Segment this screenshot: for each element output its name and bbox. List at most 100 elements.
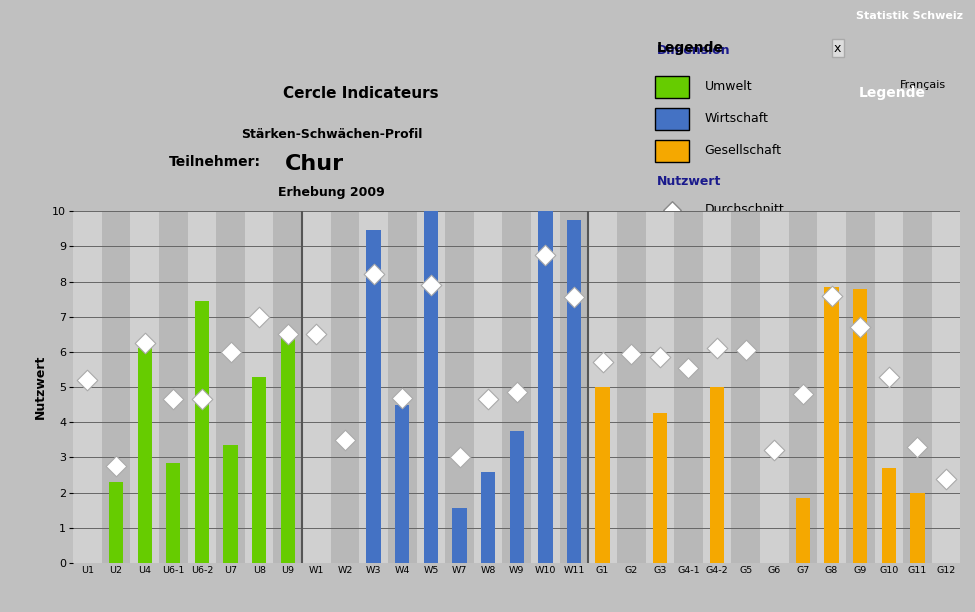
Bar <box>166 463 180 563</box>
Text: Français: Français <box>900 80 946 91</box>
Point <box>664 205 680 215</box>
Bar <box>789 211 817 563</box>
Point <box>537 250 553 260</box>
Bar <box>875 211 903 563</box>
Point <box>623 349 639 359</box>
Bar <box>710 387 724 563</box>
Bar <box>674 211 703 563</box>
Y-axis label: Nutzwert: Nutzwert <box>33 355 47 419</box>
Bar <box>195 301 209 563</box>
Bar <box>760 211 789 563</box>
Bar <box>223 445 238 563</box>
Bar <box>388 211 416 563</box>
Bar <box>395 405 409 563</box>
Point <box>738 345 754 355</box>
Bar <box>273 211 302 563</box>
Point <box>766 446 782 455</box>
Text: Erhebung 2009: Erhebung 2009 <box>278 186 385 199</box>
Text: x: x <box>834 42 841 54</box>
Bar <box>731 211 760 563</box>
Text: Gesellschaft: Gesellschaft <box>705 144 782 157</box>
Bar <box>245 211 273 563</box>
Point <box>681 363 696 373</box>
Point <box>796 389 811 399</box>
Bar <box>531 211 560 563</box>
Point <box>222 347 238 357</box>
Point <box>366 270 381 280</box>
Bar <box>932 211 960 563</box>
Text: Teilnehmer:: Teilnehmer: <box>170 155 261 170</box>
Point <box>337 435 353 445</box>
Bar <box>187 211 216 563</box>
Bar <box>360 211 388 563</box>
Bar <box>452 509 467 563</box>
Point <box>108 461 124 471</box>
Bar <box>216 211 245 563</box>
Bar <box>109 482 123 563</box>
Bar <box>796 498 810 563</box>
Bar <box>510 431 524 563</box>
Point <box>451 453 467 463</box>
Text: Umwelt: Umwelt <box>705 80 752 94</box>
Bar <box>566 220 581 563</box>
Bar <box>281 336 294 563</box>
Text: Statistik Schweiz: Statistik Schweiz <box>856 11 962 21</box>
Bar <box>73 211 101 563</box>
Point <box>824 291 839 300</box>
Point <box>252 312 267 322</box>
Bar <box>137 348 152 563</box>
Bar <box>481 471 495 563</box>
Text: Legende: Legende <box>859 86 925 100</box>
Bar <box>588 211 617 563</box>
Text: Legende: Legende <box>657 41 724 55</box>
Bar <box>131 211 159 563</box>
Point <box>566 293 582 302</box>
Bar <box>101 211 131 563</box>
Bar <box>652 414 667 563</box>
Point <box>136 338 152 348</box>
Point <box>423 280 439 290</box>
Text: Das Durchschnitt-Symbol zeigt den
Mittelwert der Nutzwerte aller
teilnehmenden K: Das Durchschnitt-Symbol zeigt den Mittel… <box>657 245 841 297</box>
Point <box>395 393 410 403</box>
Text: Dimension: Dimension <box>657 45 731 58</box>
Text: Durchschnitt: Durchschnitt <box>705 203 784 216</box>
Bar <box>367 231 381 563</box>
Text: Cercle Indicateurs: Cercle Indicateurs <box>283 86 439 101</box>
Bar <box>331 211 360 563</box>
Text: Nutzwert: Nutzwert <box>657 175 722 188</box>
Bar <box>538 211 553 563</box>
Bar <box>703 211 731 563</box>
Bar <box>502 211 531 563</box>
FancyBboxPatch shape <box>655 140 689 162</box>
Bar <box>911 493 924 563</box>
Point <box>194 395 210 405</box>
Point <box>595 357 610 367</box>
Point <box>910 442 925 452</box>
Point <box>309 329 325 339</box>
Point <box>166 395 181 405</box>
Bar <box>159 211 187 563</box>
Point <box>280 329 295 339</box>
Bar <box>424 211 438 563</box>
Text: Wirtschaft: Wirtschaft <box>705 112 768 125</box>
Point <box>652 353 668 362</box>
Point <box>481 395 496 405</box>
Point <box>938 474 954 483</box>
Bar <box>817 211 846 563</box>
FancyBboxPatch shape <box>655 76 689 98</box>
Bar <box>446 211 474 563</box>
Point <box>709 343 724 353</box>
Bar <box>596 387 609 563</box>
Bar <box>617 211 645 563</box>
Bar <box>881 468 896 563</box>
Bar <box>846 211 875 563</box>
Bar <box>416 211 446 563</box>
Point <box>852 323 868 332</box>
Point <box>80 375 96 385</box>
Bar <box>560 211 588 563</box>
Bar <box>853 289 868 563</box>
Point <box>509 387 525 397</box>
Text: Stärken-Schwächen-Profil: Stärken-Schwächen-Profil <box>241 127 422 141</box>
Text: Chur: Chur <box>285 154 344 174</box>
Point <box>881 371 897 381</box>
